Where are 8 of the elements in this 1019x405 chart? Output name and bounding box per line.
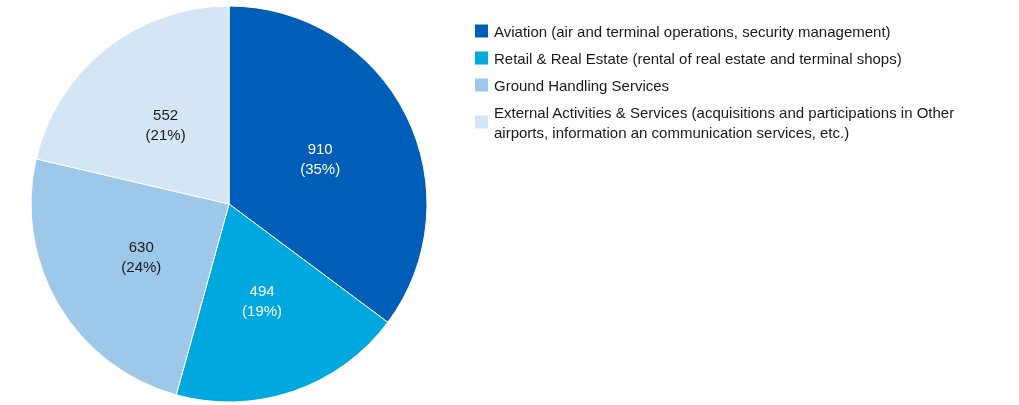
legend-label: External Activities & Services (acquisitions and participations in Other airports, information an communication services, etc.) (494, 103, 959, 141)
legend-label: Retail & Real Estate (rental of real estate and terminal shops) (494, 49, 902, 67)
data-label: 630 (24%) (121, 237, 162, 275)
legend-label: Aviation (air and terminal operations, security management) (494, 22, 891, 40)
legend-label: Ground Handling Services (494, 76, 670, 94)
data-label: 494 (19%) (242, 281, 283, 319)
data-label: 910 (35%) (300, 139, 341, 177)
data-label: 552 (21%) (145, 105, 186, 143)
